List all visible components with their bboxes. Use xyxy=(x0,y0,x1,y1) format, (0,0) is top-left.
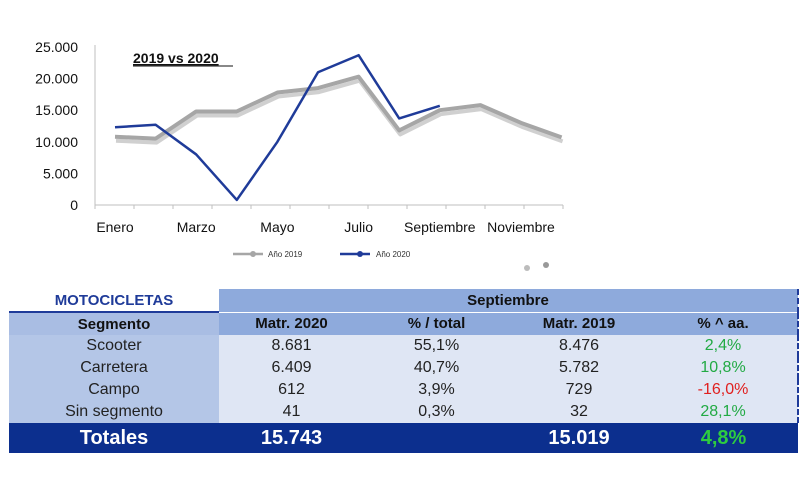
pct-variation: 2,4% xyxy=(649,335,800,357)
totals-row: Totales 15.743 15.019 4,8% xyxy=(9,423,799,453)
series-line-2019 xyxy=(114,74,563,141)
matr-2019: 8.476 xyxy=(509,335,649,357)
table-row: Sin segmento 41 0,3% 32 28,1% xyxy=(9,401,800,423)
header-matr-2019: Matr. 2019 xyxy=(509,312,649,335)
segment-name: Campo xyxy=(9,379,219,401)
legend-marker xyxy=(250,251,256,257)
y-tick-label: 25.000 xyxy=(35,39,78,55)
y-tick-label: 0 xyxy=(70,197,78,213)
y-tick-label: 5.000 xyxy=(43,165,78,181)
pct-variation: 10,8% xyxy=(649,357,800,379)
line-chart: 0 5.000 10.000 15.000 20.000 25.000 Enero Marz… xyxy=(35,39,564,271)
total-matr-2020: 15.743 xyxy=(219,423,364,453)
matr-2019: 32 xyxy=(509,401,649,423)
pct-total: 40,7% xyxy=(364,357,509,379)
y-tick-label: 20.000 xyxy=(35,71,78,87)
matr-2020: 8.681 xyxy=(219,335,364,357)
header-pct-total: % / total xyxy=(364,312,509,335)
y-tick-label: 15.000 xyxy=(35,102,78,118)
segment-name: Carretera xyxy=(9,357,219,379)
y-tick-label: 10.000 xyxy=(35,134,78,150)
month-header: Septiembre xyxy=(219,289,800,313)
decorative-dots xyxy=(524,262,549,271)
header-segmento: Segmento xyxy=(9,311,219,335)
segment-name: Sin segmento xyxy=(9,401,219,423)
chart-title: 2019 vs 2020 xyxy=(133,50,219,66)
matr-2020: 612 xyxy=(219,379,364,401)
series-shadow-2019 xyxy=(115,78,564,145)
x-tick-label: Septiembre xyxy=(404,219,476,235)
total-matr-2019: 15.019 xyxy=(509,423,649,453)
pct-total: 3,9% xyxy=(364,379,509,401)
x-axis-ticks: Enero Marzo Mayo Julio Septiembre Noviembre xyxy=(96,219,555,235)
chart-grid xyxy=(94,45,564,209)
matr-2020: 6.409 xyxy=(219,357,364,379)
pct-total: 55,1% xyxy=(364,335,509,357)
matr-2019: 729 xyxy=(509,379,649,401)
y-axis-ticks: 0 5.000 10.000 15.000 20.000 25.000 xyxy=(35,39,78,213)
motorcycle-registration-table: MOTOCICLETAS Septiembre Segmento Matr. 2… xyxy=(9,289,800,453)
pct-variation: -16,0% xyxy=(649,379,800,401)
section-label: MOTOCICLETAS xyxy=(9,289,219,312)
pct-variation: 28,1% xyxy=(649,401,800,423)
totals-label: Totales xyxy=(9,423,219,453)
table-row: Carretera 6.409 40,7% 5.782 10,8% xyxy=(9,357,800,379)
legend-label: Año 2020 xyxy=(376,250,411,259)
table-row: Scooter 8.681 55,1% 8.476 2,4% xyxy=(9,335,800,357)
table-row: Campo 612 3,9% 729 -16,0% xyxy=(9,379,800,401)
matr-2019: 5.782 xyxy=(509,357,649,379)
series-line-2020 xyxy=(114,53,441,202)
segment-name: Scooter xyxy=(9,335,219,357)
matr-2020: 41 xyxy=(219,401,364,423)
header-matr-2020: Matr. 2020 xyxy=(219,312,364,335)
legend-marker xyxy=(357,251,363,257)
x-tick-label: Marzo xyxy=(177,219,216,235)
x-tick-label: Mayo xyxy=(260,219,294,235)
x-tick-label: Enero xyxy=(96,219,134,235)
header-pct-aa: % ^ aa. xyxy=(649,312,800,335)
chart-legend: Año 2019 Año 2020 xyxy=(233,250,411,259)
total-pct-total xyxy=(364,423,509,453)
pct-total: 0,3% xyxy=(364,401,509,423)
total-pct-variation: 4,8% xyxy=(649,423,799,453)
chart-series xyxy=(114,53,564,202)
legend-label: Año 2019 xyxy=(268,250,303,259)
x-tick-label: Noviembre xyxy=(487,219,555,235)
x-tick-label: Julio xyxy=(344,219,373,235)
